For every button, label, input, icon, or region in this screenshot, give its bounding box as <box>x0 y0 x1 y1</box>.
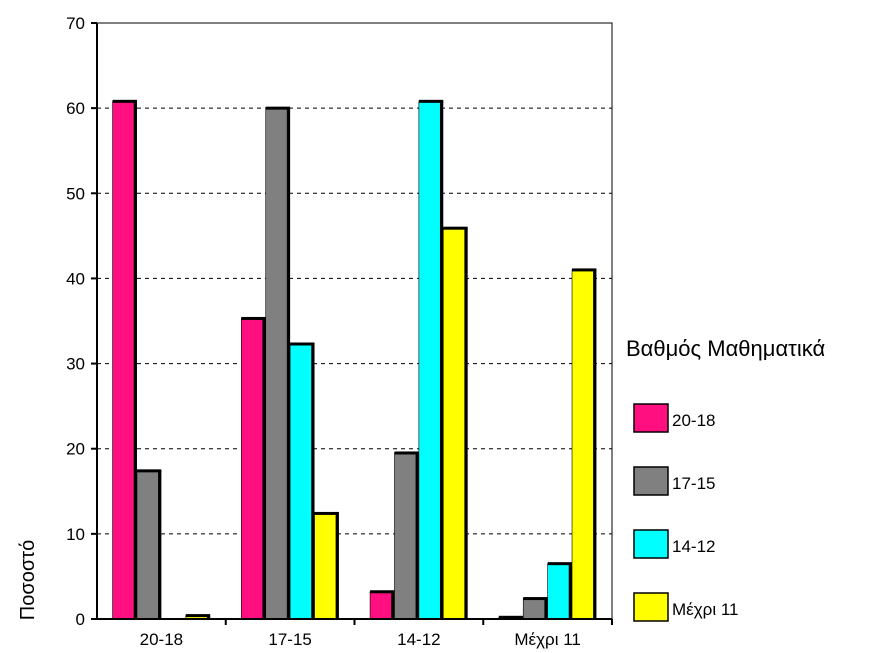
bar-shadow <box>133 101 137 620</box>
bar-shadow <box>544 598 548 619</box>
legend-swatch <box>633 403 669 433</box>
y-tick-label: 60 <box>66 99 85 118</box>
bar-top <box>136 469 162 473</box>
bar <box>241 318 264 620</box>
axes: 0 10 20 30 40 50 60 70 20-18 17-15 14-12 Μέχρι 11 <box>66 14 613 649</box>
bar-shadow <box>569 563 573 619</box>
bar-shadow <box>335 513 339 619</box>
bar <box>265 107 288 620</box>
bar-shadow <box>262 318 266 619</box>
bar <box>522 598 545 620</box>
bar-top <box>498 615 524 619</box>
y-tick-label: 40 <box>66 269 85 288</box>
bar <box>571 269 594 620</box>
x-tick-label: 17-15 <box>268 630 311 649</box>
bar <box>547 563 570 620</box>
legend: Βαθμός Μαθηματικά 20-18 17-15 14-12 Μέχρι 1… <box>626 336 825 622</box>
bar-top <box>314 511 339 515</box>
y-tick-label: 20 <box>66 440 85 459</box>
bar-shadow <box>158 470 162 619</box>
legend-title: Βαθμός Μαθηματικά <box>626 336 825 361</box>
bar <box>314 513 337 620</box>
bar-top <box>370 590 395 594</box>
bar <box>369 591 392 620</box>
bar-shadow <box>440 101 444 620</box>
bar <box>418 101 441 620</box>
bar-top <box>523 597 548 601</box>
bar-top <box>185 614 211 618</box>
bar-top <box>241 316 266 320</box>
bar-shadow <box>287 108 291 620</box>
bar <box>112 101 135 620</box>
legend-swatch <box>633 466 669 496</box>
x-tick-label: 14-12 <box>397 630 440 649</box>
y-tick-label: 10 <box>66 525 85 544</box>
legend-swatch <box>633 529 669 559</box>
bar-top <box>572 268 597 272</box>
bar-top <box>418 99 444 103</box>
x-tick-label: 20-18 <box>140 630 183 649</box>
bar-shadow <box>415 452 419 619</box>
x-tick-label: Μέχρι 11 <box>514 630 580 649</box>
y-tick-label: 30 <box>66 355 85 374</box>
legend-swatch <box>633 592 669 622</box>
y-tick-label: 50 <box>66 184 85 203</box>
bar-top <box>112 99 137 103</box>
bar-top <box>290 342 315 346</box>
bar-top <box>265 106 291 110</box>
bar <box>289 343 312 620</box>
legend-label: Μέχρι 11 <box>672 600 738 619</box>
legend-label: 17-15 <box>672 474 715 493</box>
plot-frame <box>96 22 613 620</box>
bar-shadow <box>391 591 395 619</box>
y-axis-label: Ποσοστό <box>17 540 39 620</box>
y-tick-label: 70 <box>66 14 85 33</box>
bar-shadow <box>593 269 597 619</box>
bar-top <box>547 562 573 566</box>
bar-shadow <box>464 228 468 620</box>
bar-shadow <box>207 615 211 619</box>
bar-top <box>443 226 468 230</box>
bar-shadow <box>311 343 315 619</box>
gridlines <box>96 22 613 620</box>
bar <box>394 452 417 620</box>
bar <box>136 470 159 620</box>
bar <box>442 227 465 620</box>
legend-label: 14-12 <box>672 537 715 556</box>
bars <box>112 99 597 620</box>
bar-top <box>394 451 419 455</box>
legend-label: 20-18 <box>672 411 715 430</box>
y-tick-label: 0 <box>76 610 85 629</box>
